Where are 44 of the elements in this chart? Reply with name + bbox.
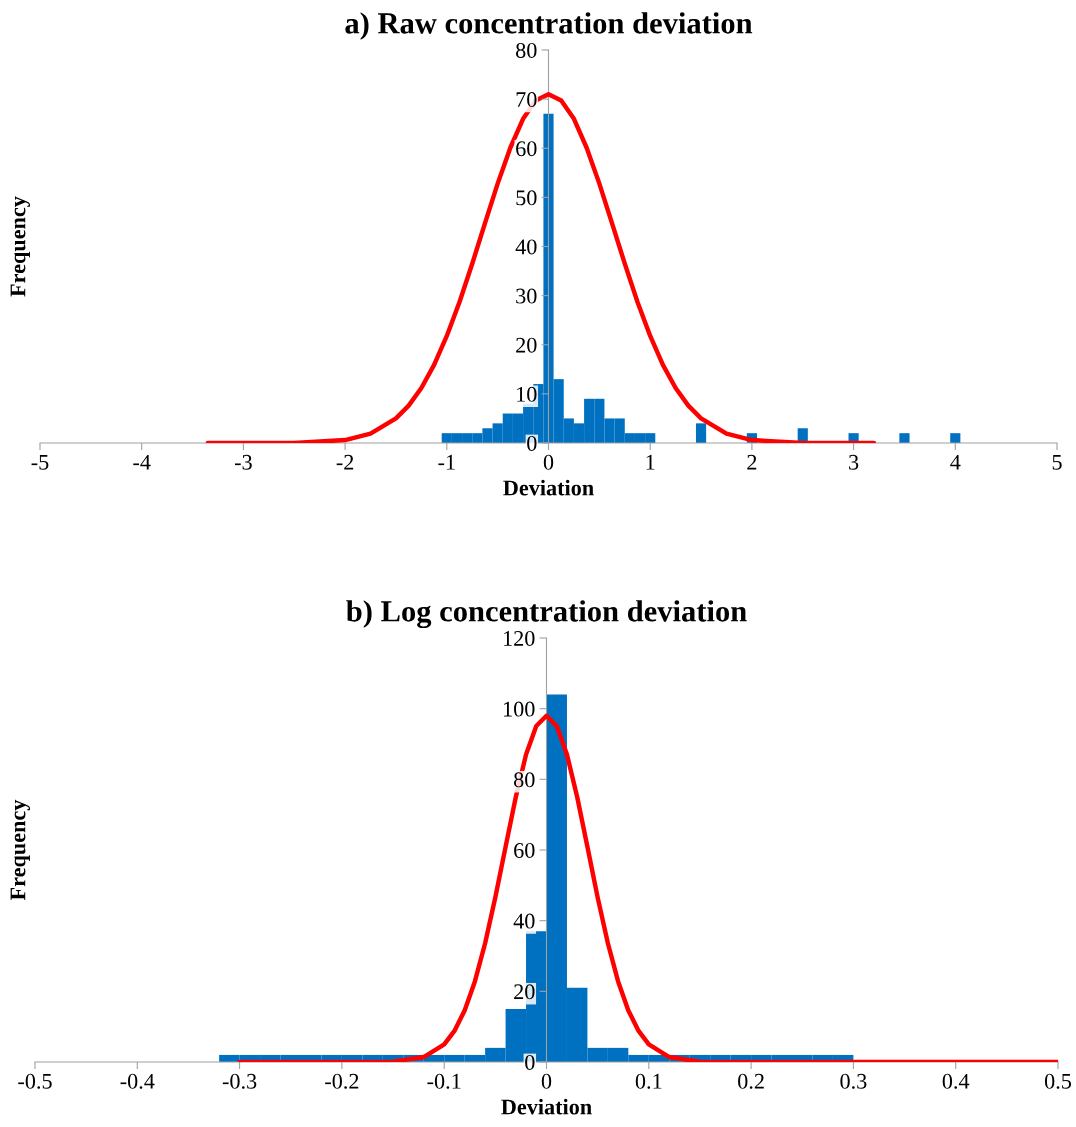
- chart-title: b) Log concentration deviation: [346, 600, 747, 629]
- y-tick-label: 0: [525, 1054, 535, 1070]
- x-tick-label: 1: [646, 454, 655, 470]
- chart-title: a) Raw concentration deviation: [345, 12, 753, 40]
- x-tick-label: -0.5: [18, 1073, 52, 1089]
- x-tick-label: -2: [336, 454, 354, 470]
- x-tick-label: 0.1: [635, 1073, 662, 1089]
- x-axis-title: Deviation: [501, 1098, 592, 1115]
- y-tick-label: 0: [527, 435, 537, 451]
- y-tick-label: 40: [513, 913, 535, 929]
- x-tick-label: -0.4: [120, 1073, 155, 1089]
- x-tick-label: -5: [31, 454, 49, 470]
- x-tick-label: -0.1: [427, 1073, 461, 1089]
- y-tick-label: 50: [516, 190, 537, 206]
- x-tick-label: -1: [438, 454, 455, 470]
- y-tick-label: 70: [516, 92, 537, 108]
- y-tick-label: 60: [516, 141, 537, 157]
- x-tick-label: 0.3: [840, 1073, 867, 1089]
- x-tick-label: 5: [1052, 454, 1062, 470]
- y-tick-label: 20: [514, 984, 535, 1000]
- x-tick-label: -4: [133, 454, 151, 470]
- x-tick-label: 0: [541, 1073, 552, 1089]
- x-tick-label: 0.5: [1044, 1073, 1072, 1089]
- x-tick-label: 0: [543, 454, 554, 470]
- x-tick-label: 4: [950, 454, 961, 470]
- y-tick-label: 100: [504, 701, 535, 717]
- y-tick-label: 10: [517, 386, 537, 402]
- y-tick-label: 60: [514, 842, 535, 858]
- x-tick-label: 2: [747, 454, 757, 470]
- y-axis-title: Frequency: [10, 799, 30, 901]
- x-tick-label: 0.2: [738, 1073, 764, 1089]
- x-tick-label: -3: [234, 454, 252, 470]
- x-tick-label: 0.4: [942, 1073, 970, 1089]
- x-tick-label: -0.3: [222, 1073, 257, 1089]
- y-tick-label: 30: [516, 288, 537, 304]
- x-axis-title: Deviation: [503, 479, 594, 496]
- x-tick-label: 3: [849, 454, 859, 470]
- y-axis-title: Frequency: [10, 196, 30, 297]
- y-tick-label: 80: [514, 772, 535, 788]
- y-tick-label: 80: [516, 42, 537, 58]
- y-tick-label: 120: [504, 630, 535, 646]
- x-tick-label: -0.2: [325, 1073, 359, 1089]
- y-tick-label: 40: [515, 239, 537, 255]
- y-tick-label: 20: [516, 337, 537, 353]
